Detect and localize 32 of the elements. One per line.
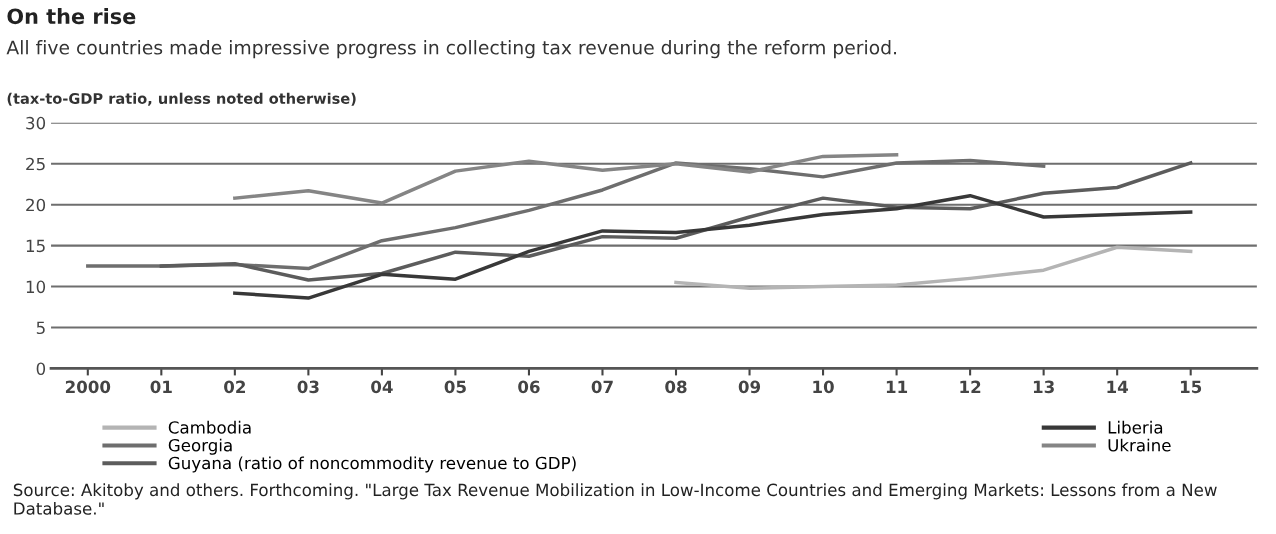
legend-label: Georgia [168,438,232,455]
x-tick-label: 08 [665,380,687,394]
x-tick-label: 15 [1180,380,1202,394]
x-tick-label: 10 [813,380,834,394]
y-tick-label: 5 [36,321,45,335]
x-tick-label: 09 [738,380,761,394]
x-tick-label: 07 [591,380,613,394]
y-tick-label: 25 [26,157,45,171]
x-tick-label: 02 [224,380,245,394]
legend-label: Cambodia [168,420,251,434]
x-tick-label: 04 [371,380,393,394]
legend-label: Guyana (ratio of noncommodity revenue to GDP) [168,456,576,473]
y-tick-label: 0 [36,362,46,376]
x-tick-label: 14 [1107,380,1128,393]
legend-label: Ukraine [1108,438,1171,452]
y-tick-label: 20 [26,198,46,212]
x-tick-label: 03 [297,380,319,394]
legend-label: Liberia [1108,420,1163,434]
y-tick-label: 10 [26,280,46,294]
x-tick-label: 01 [150,380,172,394]
chart-title: On the rise [7,8,136,25]
source-note: Source: Akitoby and others. Forthcoming. "Large Tax Revenue Mobilization in Low-Income Countries and Emerging Markets: Lessons from a New Database." [13,483,1217,515]
x-tick-label: 11 [886,380,908,393]
y-tick-label: 30 [26,116,46,130]
x-tick-label: 06 [518,380,540,394]
x-tick-label: 12 [960,380,981,393]
x-tick-label: 13 [1033,380,1054,394]
y-axis-title: (tax-to-GDP ratio, unless noted otherwise) [7,92,356,106]
x-tick-label: 05 [444,380,466,394]
y-tick-label: 15 [26,239,45,253]
chart-subtitle: All five countries made impressive progress in collecting tax revenue during the reform period. [6,40,897,59]
x-tick-label: 2000 [65,380,111,394]
